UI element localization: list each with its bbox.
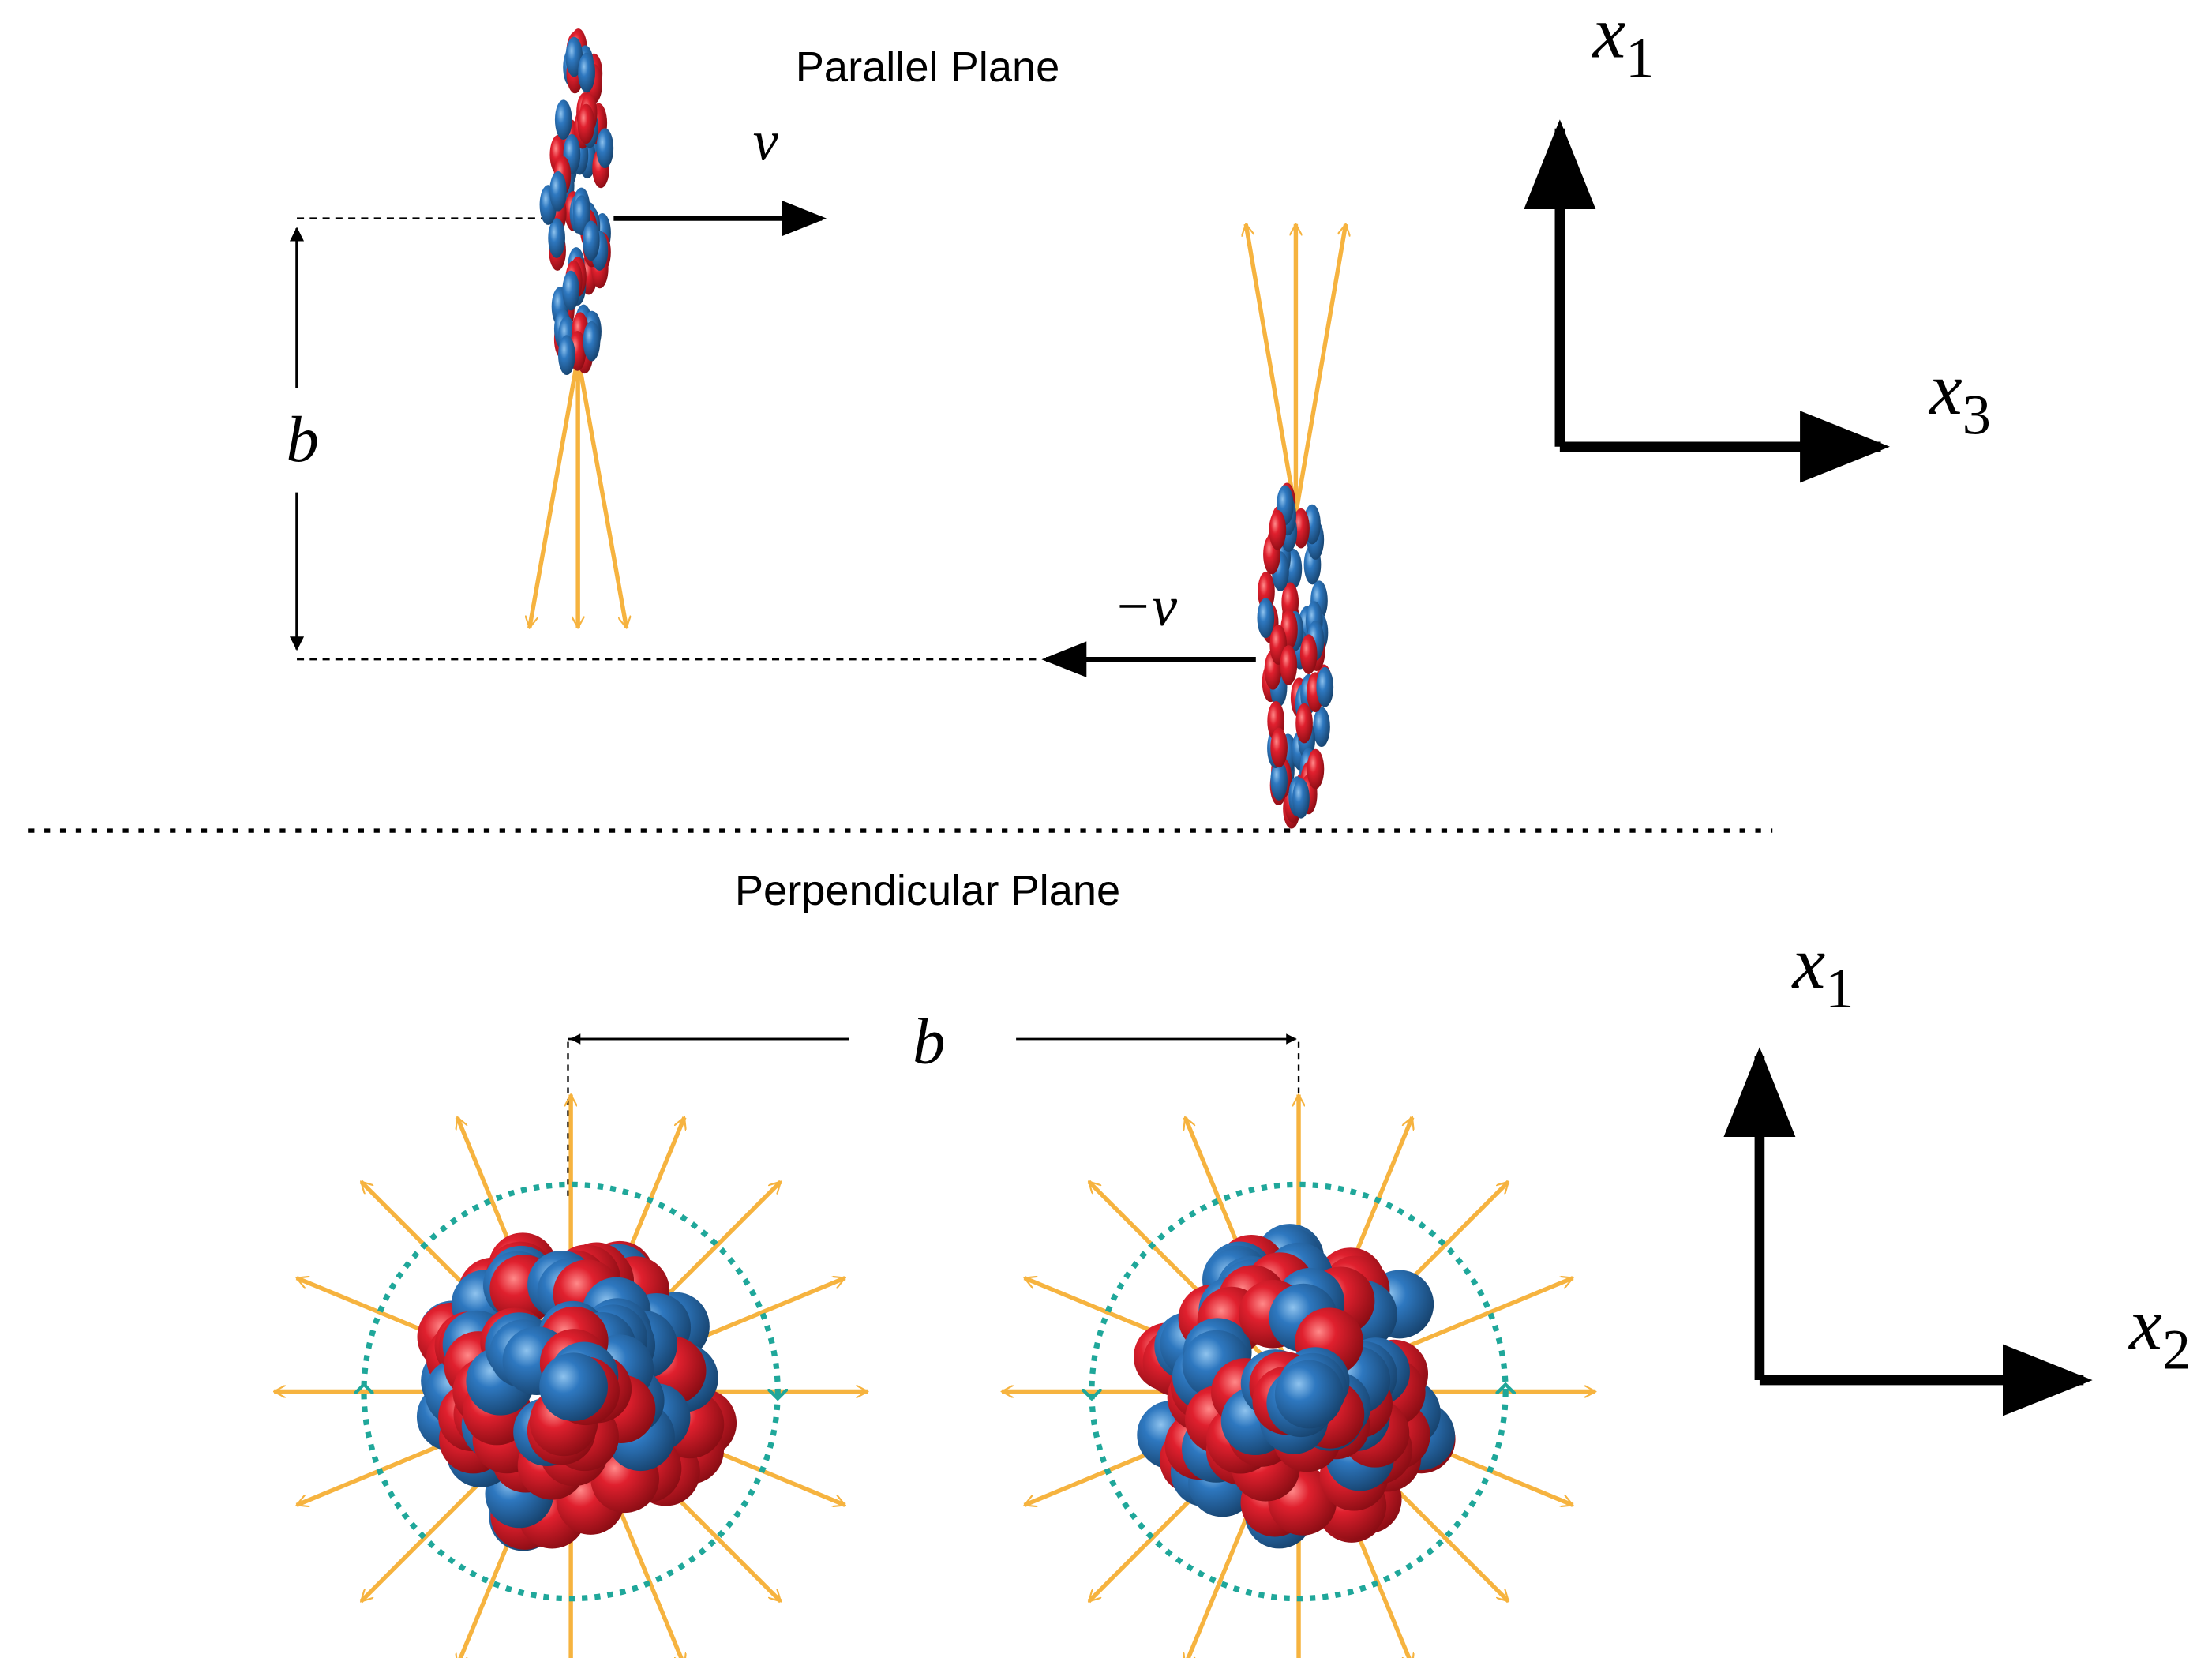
- nucleon: [558, 335, 575, 375]
- axis-symbol: x: [1591, 0, 1625, 73]
- drawing: [28, 28, 2083, 1658]
- page: {"parallel_plane": {"title": "Parallel P…: [0, 0, 2212, 1658]
- nucleus: [540, 28, 614, 375]
- field-arrow: [1246, 224, 1295, 514]
- nucleon: [549, 171, 567, 212]
- nucleon: [1307, 749, 1325, 790]
- parallel-title: Parallel Plane: [796, 43, 1060, 91]
- axis-symbol: x: [1928, 348, 1963, 430]
- nucleon: [562, 271, 579, 311]
- axis-symbol: x: [1791, 922, 1826, 1004]
- nucleon: [583, 221, 600, 261]
- nucleon: [578, 104, 595, 144]
- nucleon: [1275, 1360, 1344, 1429]
- axis-index: 1: [1625, 27, 1654, 90]
- neg-velocity-label: −v⃗: [1113, 575, 1221, 638]
- nucleon: [1280, 645, 1297, 685]
- field-arrow: [578, 357, 626, 628]
- nucleon: [1313, 707, 1330, 747]
- nucleon: [555, 99, 572, 140]
- nucleon: [1300, 634, 1318, 674]
- velocity-label: v⃗: [753, 109, 823, 172]
- nucleon: [578, 53, 595, 93]
- field-arrow: [1295, 224, 1345, 514]
- field-arrow: [530, 357, 578, 628]
- nucleus: [417, 1232, 737, 1551]
- nucleon: [1270, 728, 1288, 768]
- axis-index: 3: [1963, 384, 1991, 447]
- nucleon: [1295, 703, 1313, 744]
- nucleon: [1316, 667, 1333, 707]
- axis-label: x2: [2128, 1283, 2191, 1381]
- axis-label: x1: [1591, 0, 1654, 90]
- axis-index: 1: [1825, 957, 1854, 1020]
- impact-label: b: [286, 403, 319, 475]
- nucleon: [1292, 778, 1310, 819]
- nucleon: [539, 1352, 608, 1421]
- figure: Parallel Plane v⃗ −v⃗ b Perpendicular Pl…: [0, 0, 2212, 1658]
- perpendicular-title: Perpendicular Plane: [735, 867, 1120, 914]
- axis-index: 2: [2162, 1319, 2191, 1382]
- axis-label: x3: [1928, 348, 1991, 446]
- nucleus: [1257, 483, 1333, 829]
- axis-symbol: x: [2128, 1283, 2162, 1365]
- nucleon: [583, 321, 601, 362]
- impact-label: b: [913, 1005, 946, 1078]
- nucleon: [1269, 510, 1286, 550]
- axis-label: x1: [1791, 922, 1854, 1020]
- nucleon: [596, 128, 613, 168]
- nucleon: [548, 218, 565, 258]
